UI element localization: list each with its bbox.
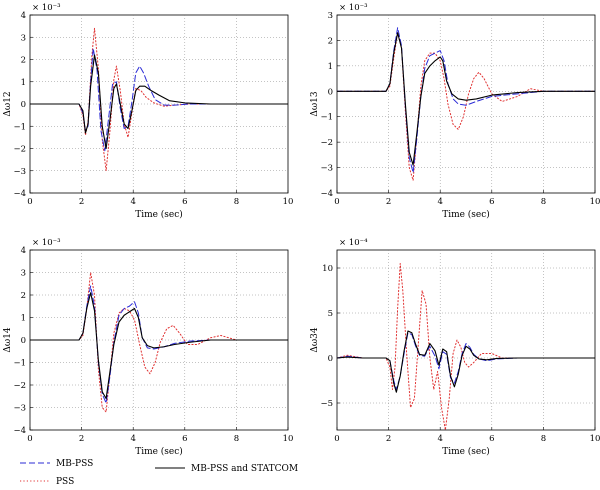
plot-frame xyxy=(336,249,596,431)
x-tick-label: 0 xyxy=(27,197,32,207)
series-line-mb-pss xyxy=(30,285,288,404)
x-tick-label: 10 xyxy=(590,434,600,444)
y-tick-label: 1 xyxy=(328,62,333,72)
y-tick-label: 0 xyxy=(328,87,333,97)
x-tick-label: 6 xyxy=(489,197,494,207)
series-line-mb-pss-and-statcom xyxy=(337,32,595,166)
x-tick-label: 6 xyxy=(182,197,187,207)
y-tick-label: 2 xyxy=(328,36,333,46)
legend: MB-PSS PSS MB-PSS and STATCOM xyxy=(20,459,298,487)
y-axis-label: Δω14 xyxy=(3,327,13,353)
x-tick-label: 0 xyxy=(27,434,32,444)
series-line-mb-pss-and-statcom xyxy=(337,330,595,393)
axis-scale-label: × 10⁻⁴ xyxy=(339,238,368,248)
y-tick-label: 4 xyxy=(21,246,26,256)
x-tick-label: 4 xyxy=(437,434,442,444)
y-tick-label: 3 xyxy=(328,11,333,21)
x-tick-label: 10 xyxy=(283,197,294,207)
y-tick-label: −1 xyxy=(13,122,26,132)
y-tick-label: −2 xyxy=(320,138,333,148)
y-tick-label: −4 xyxy=(13,189,26,199)
x-tick-label: 10 xyxy=(590,197,600,207)
legend-label: MB-PSS xyxy=(56,459,93,469)
legend-label: PSS xyxy=(56,477,74,487)
y-tick-label: −1 xyxy=(320,113,333,123)
y-tick-label: 10 xyxy=(322,264,333,274)
y-tick-label: 2 xyxy=(21,291,26,301)
y-tick-label: −2 xyxy=(13,381,26,391)
y-tick-label: 4 xyxy=(21,11,26,21)
x-tick-label: 0 xyxy=(334,197,339,207)
y-tick-label: −3 xyxy=(13,167,26,177)
axis-scale-label: × 10⁻³ xyxy=(339,3,368,13)
x-tick-label: 6 xyxy=(182,434,187,444)
x-tick-label: 2 xyxy=(79,197,84,207)
y-tick-label: 1 xyxy=(21,78,26,88)
y-tick-label: 1 xyxy=(21,314,26,324)
x-tick-label: 4 xyxy=(437,197,442,207)
axis-scale-label: × 10⁻³ xyxy=(32,3,61,13)
series-line-mb-pss-and-statcom xyxy=(30,292,288,400)
x-axis-label: Time (sec) xyxy=(135,446,183,457)
y-tick-label: −1 xyxy=(13,359,26,369)
y-tick-label: −2 xyxy=(13,145,26,155)
y-tick-label: −5 xyxy=(320,399,333,409)
y-tick-label: 0 xyxy=(328,354,333,364)
x-axis-label: Time (sec) xyxy=(135,209,183,220)
x-tick-label: 8 xyxy=(234,434,239,444)
x-tick-label: 2 xyxy=(79,434,84,444)
x-axis-label: Time (sec) xyxy=(442,209,490,220)
x-tick-label: 10 xyxy=(283,434,294,444)
panel-dw34: 0 2 4 6 8 10 10 5 0 −5 × 10⁻⁴ Time (sec) Δω34 xyxy=(310,238,600,457)
x-tick-label: 2 xyxy=(386,197,391,207)
y-tick-label: 3 xyxy=(21,33,26,43)
x-tick-label: 8 xyxy=(234,197,239,207)
y-axis-label: Δω13 xyxy=(310,91,320,117)
y-tick-label: −3 xyxy=(320,164,333,174)
y-tick-label: 2 xyxy=(21,56,26,66)
legend-label: MB-PSS and STATCOM xyxy=(191,464,298,474)
y-tick-label: −4 xyxy=(13,426,26,436)
y-axis-label: Δω12 xyxy=(3,91,13,116)
y-tick-label: 5 xyxy=(328,309,333,319)
y-tick-label: 0 xyxy=(21,100,26,110)
y-tick-label: −4 xyxy=(320,189,333,199)
x-tick-label: 8 xyxy=(541,434,546,444)
series-line-mb-pss xyxy=(337,27,595,174)
y-tick-label: 0 xyxy=(21,336,26,346)
x-tick-label: 2 xyxy=(386,434,391,444)
x-tick-label: 6 xyxy=(489,434,494,444)
series-line-pss xyxy=(30,272,288,413)
y-tick-label: 3 xyxy=(21,269,26,279)
x-tick-label: 4 xyxy=(130,434,135,444)
x-tick-label: 4 xyxy=(130,197,135,207)
y-axis-label: Δω34 xyxy=(310,327,320,353)
axis-scale-label: × 10⁻³ xyxy=(32,238,61,248)
series-line-mb-pss-and-statcom xyxy=(30,54,288,150)
x-axis-label: Time (sec) xyxy=(442,446,490,457)
y-tick-label: −3 xyxy=(13,404,26,414)
x-tick-label: 8 xyxy=(541,197,546,207)
series-line-mb-pss xyxy=(337,332,595,390)
x-tick-label: 0 xyxy=(334,434,339,444)
